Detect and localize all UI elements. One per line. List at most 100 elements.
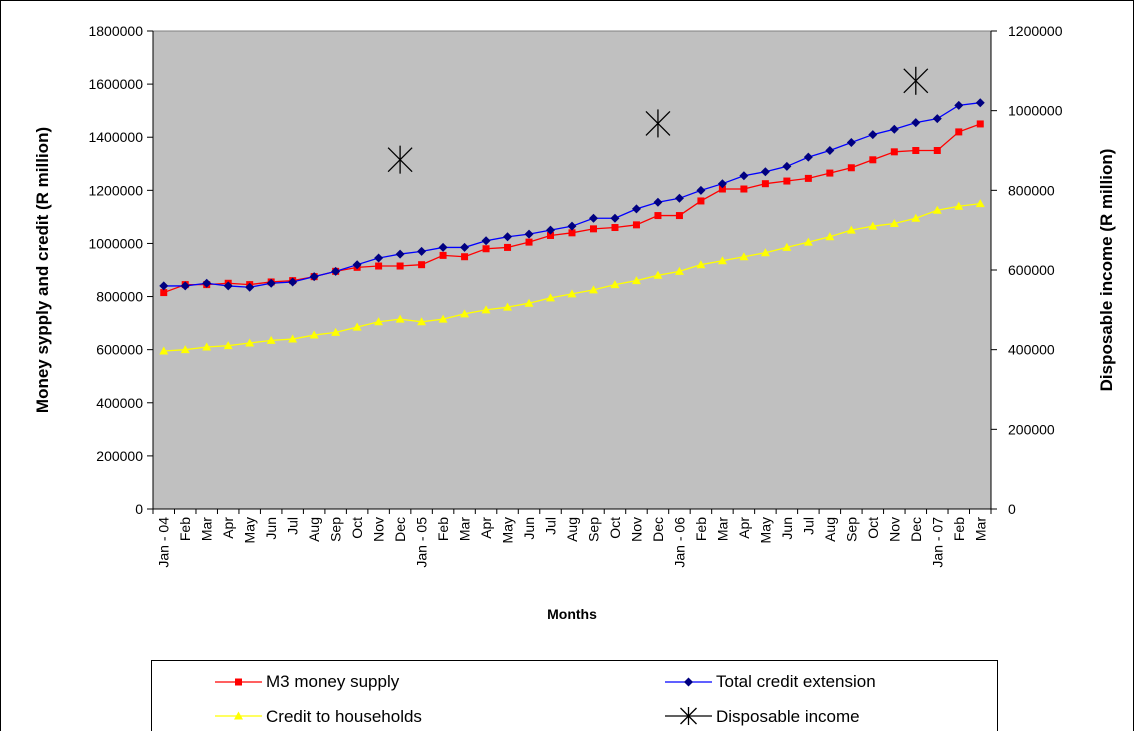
- marker-square: [933, 147, 941, 154]
- marker-triangle: [653, 270, 663, 279]
- marker-square: [804, 174, 812, 182]
- legend-key: [215, 711, 262, 720]
- x-tick-label: May: [757, 517, 773, 543]
- marker-square: [589, 225, 597, 233]
- marker-diamond: [760, 167, 770, 177]
- series-total-credit-extension: [159, 98, 985, 292]
- marker-triangle: [438, 314, 448, 323]
- marker-diamond: [911, 118, 921, 128]
- y-tick-label: 0: [135, 501, 143, 517]
- marker-triangle: [266, 335, 276, 344]
- x-tick-label: Jul: [800, 517, 816, 535]
- x-tick-label: Oct: [607, 517, 623, 539]
- marker-square: [418, 261, 426, 269]
- marker-diamond: [481, 236, 491, 246]
- marker-square: [740, 185, 748, 193]
- marker-triangle: [309, 330, 319, 339]
- y2-tick-label: 1200000: [1008, 23, 1063, 39]
- legend-key: [215, 678, 262, 686]
- y2-tick-label: 200000: [1008, 421, 1055, 437]
- marker-diamond: [202, 278, 212, 288]
- marker-diamond: [159, 281, 169, 291]
- marker-square: [654, 212, 662, 220]
- marker-triangle: [159, 346, 169, 355]
- marker-diamond: [717, 179, 727, 189]
- marker-triangle: [503, 302, 513, 311]
- marker-triangle: [331, 327, 341, 336]
- marker-diamond: [288, 277, 298, 287]
- marker-square: [847, 164, 855, 172]
- marker-diamond: [932, 114, 942, 124]
- x-tick-label: May: [242, 517, 258, 543]
- marker-square: [547, 231, 555, 239]
- marker-diamond: [653, 197, 663, 207]
- marker-diamond: [331, 266, 341, 276]
- marker-triangle: [739, 252, 749, 261]
- marker-diamond: [954, 100, 964, 110]
- y-tick-label: 1600000: [88, 76, 143, 92]
- legend-label-total-credit: Total credit extension: [716, 672, 876, 691]
- marker-triangle: [696, 260, 706, 269]
- marker-diamond: [674, 193, 684, 203]
- marker-triangle: [610, 280, 620, 289]
- marker-diamond: [352, 260, 362, 270]
- series-credit-to-households: [159, 199, 985, 355]
- label-layer: 0 200000 400000 600000 800000 1000000 1200000 1…: [88, 23, 1062, 568]
- y-tick-label: 1400000: [88, 129, 143, 145]
- x-axis-title: Months: [547, 606, 597, 622]
- marker-diamond: [309, 272, 319, 282]
- x-tick-label: Apr: [736, 517, 752, 539]
- x-tick-label: Mar: [714, 517, 730, 541]
- plot-area: [152, 30, 992, 510]
- marker-diamond: [825, 146, 835, 155]
- marker-diamond: [889, 124, 899, 134]
- marker-triangle: [395, 314, 405, 323]
- marker-square: [697, 197, 705, 205]
- marker-triangle: [460, 309, 470, 318]
- x-tick-label: Nov: [886, 517, 902, 542]
- x-tick-label: Feb: [177, 517, 193, 541]
- marker-diamond: [395, 249, 405, 259]
- axes-layer: [147, 30, 997, 514]
- marker-triangle: [782, 242, 792, 251]
- marker-square: [890, 148, 898, 156]
- x-tick-label: Aug: [306, 517, 322, 542]
- marker-triangle: [234, 711, 243, 720]
- y-tick-label: 800000: [96, 289, 143, 305]
- x-tick-label: Jun: [521, 517, 537, 540]
- y2-tick-label: 400000: [1008, 342, 1055, 358]
- marker-square: [783, 177, 791, 185]
- marker-diamond: [567, 221, 577, 231]
- marker-triangle: [954, 201, 964, 210]
- x-tick-label: Jun: [779, 517, 795, 540]
- x-tick-label: Jan - 07: [929, 517, 945, 568]
- marker-triangle: [803, 237, 813, 246]
- y-tick-label: 200000: [96, 448, 143, 464]
- y2-tick-label: 1000000: [1008, 103, 1063, 119]
- x-tick-label: Sep: [843, 517, 859, 542]
- marker-triangle: [889, 219, 899, 228]
- marker-triangle: [717, 256, 727, 265]
- legend-box: [151, 660, 998, 731]
- marker-diamond: [546, 225, 556, 235]
- marker-triangle: [546, 293, 556, 302]
- marker-triangle: [868, 221, 878, 230]
- marker-diamond: [631, 204, 641, 214]
- x-tick-label: Sep: [328, 517, 344, 542]
- marker-square: [375, 262, 383, 270]
- marker-triangle: [588, 285, 598, 294]
- x-tick-label: Apr: [478, 517, 494, 539]
- series-layer: [159, 66, 985, 355]
- x-tick-label: Jan - 05: [414, 517, 430, 568]
- marker-diamond: [696, 185, 706, 195]
- marker-triangle: [245, 338, 255, 347]
- marker-square: [718, 185, 726, 193]
- legend-key: [665, 707, 712, 725]
- marker-triangle: [180, 345, 190, 354]
- y2-tick-label: 600000: [1008, 262, 1055, 278]
- x-tick-label: Feb: [435, 517, 451, 541]
- marker-diamond: [739, 171, 749, 181]
- marker-diamond: [684, 677, 693, 687]
- x-tick-label: Nov: [371, 517, 387, 542]
